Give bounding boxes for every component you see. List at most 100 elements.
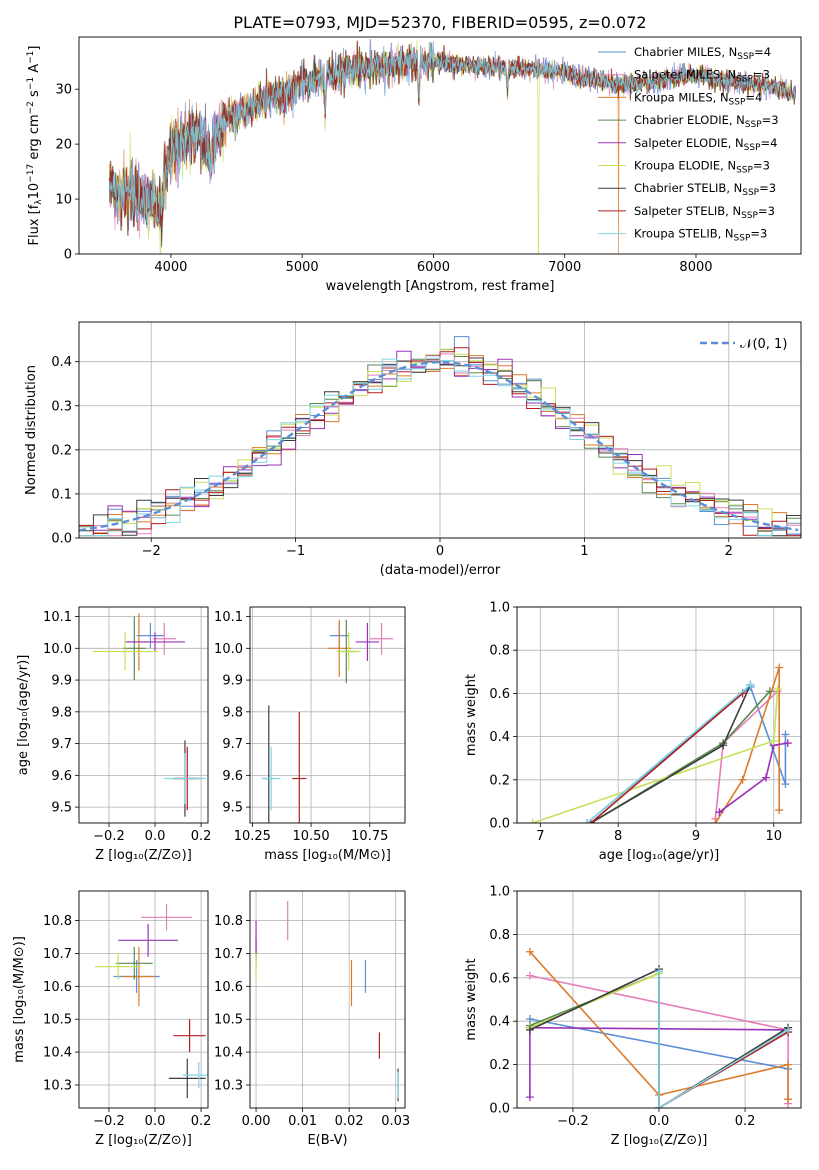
series-kroupa-elodie	[528, 685, 782, 823]
x-axis-label: Z [log₁₀(Z/Z⊙)]	[95, 1133, 192, 1148]
legend-entry-kroupa-miles: Kroupa MILES, NSSP=4	[634, 90, 762, 107]
errorbar-salpeter-miles	[152, 622, 176, 655]
x-axis-label: (data-model)/error	[380, 563, 501, 578]
plot-area	[525, 947, 793, 1108]
point-marker	[781, 730, 790, 739]
errorbar-salpeter-stelib	[292, 711, 307, 823]
point-marker	[775, 806, 784, 815]
x-tick-label: 0.02	[335, 1114, 364, 1129]
point-marker	[525, 1025, 534, 1034]
point-marker	[784, 1095, 793, 1104]
text-part: =3	[758, 204, 775, 218]
y-tick-label: 0.2	[489, 1058, 510, 1073]
errorbar-kroupa-elodie	[336, 632, 361, 671]
y-tick-label: 10.1	[214, 610, 243, 625]
series-line	[586, 684, 751, 823]
text-part: SSP	[729, 97, 746, 107]
y-tick-label: 9.6	[51, 769, 72, 784]
point-marker	[773, 685, 782, 694]
y-axis-label: Normed distribution	[24, 365, 39, 495]
x-tick-label: 0.0	[649, 1114, 670, 1129]
text-part: Flux [f	[27, 204, 42, 245]
x-axis-label: mass [log₁₀(M/M⊙)]	[264, 848, 391, 863]
plot-area	[92, 613, 206, 817]
legend-entry-chabrier-elodie: Chabrier ELODIE, NSSP=3	[634, 113, 779, 130]
axes-frame	[78, 321, 802, 539]
weight-vs-metallicity-panel: −0.2 0.0 0.2 0.0 0.2 0.4 0.6 0.8 1.0 Z [log₁₀(Z/Z…	[464, 885, 802, 1148]
point-marker	[525, 1093, 534, 1102]
ticks: 10.25 10.50 10.75 9.5 9.6 9.7 9.8 9.9 10.0 10.1	[214, 610, 388, 844]
x-tick-label: −0.2	[557, 1114, 589, 1129]
text-part: =3	[759, 181, 776, 195]
x-tick-label: 10.25	[234, 829, 271, 844]
ticks: −0.2 0.0 0.2 0.0 0.2 0.4 0.6 0.8 1.0	[489, 885, 755, 1130]
errorbar-salpeter-stelib	[173, 1019, 206, 1053]
point-marker	[781, 780, 790, 789]
series-kroupa-stelib	[108, 39, 796, 225]
y-tick-label: 10.7	[214, 947, 243, 962]
series-line	[529, 972, 660, 1029]
errorbar-kroupa-stelib	[261, 746, 281, 811]
y-tick-label: 0.1	[51, 487, 72, 502]
y-tick-label: 0.4	[51, 355, 72, 370]
y-axis-label: mass weight	[464, 958, 479, 1040]
text-part: SSP	[741, 211, 758, 221]
errorbar-salpeter-miles	[369, 622, 394, 655]
point-marker	[738, 775, 747, 784]
y-tick-label: 9.9	[51, 674, 72, 689]
legend-entry-kroupa-elodie: Kroupa ELODIE, NSSP=3	[634, 159, 770, 176]
text-part: =3	[753, 159, 770, 173]
axes-frame	[516, 606, 802, 824]
x-tick-label: 0.01	[288, 1114, 317, 1129]
errorbar-kroupa-stelib	[182, 1061, 208, 1089]
errorbar-salpeter-elodie	[125, 632, 185, 652]
y-tick-label: 10.0	[214, 642, 243, 657]
text-part: =4	[754, 45, 771, 59]
y-tick-label: 0.8	[489, 928, 510, 943]
point-marker	[525, 947, 534, 956]
text-part: Chabrier ELODIE, N	[634, 113, 745, 127]
text-part: SSP	[734, 234, 751, 244]
text-part: Salpeter ELODIE, N	[634, 136, 744, 150]
errorbar-salpeter-miles	[141, 904, 192, 931]
grid	[79, 607, 208, 823]
text-part: ]	[27, 46, 42, 51]
y-tick-label: 10.7	[43, 947, 72, 962]
grid	[79, 891, 208, 1108]
legend-entry-chabrier-miles: Chabrier MILES, NSSP=4	[634, 45, 771, 62]
y-tick-label: 0.3	[51, 399, 72, 414]
series-salpeter-elodie	[715, 739, 792, 817]
errorbar-chabrier-miles	[136, 622, 165, 649]
y-tick-label: 10.4	[43, 1046, 72, 1061]
x-tick-label: 4000	[154, 260, 187, 275]
figure-title: PLATE=0793, MJD=52370, FIBERID=0595, z=0…	[233, 13, 646, 32]
y-axis-label: age [log₁₀(age/yr)]	[16, 655, 31, 776]
x-tick-label: 0.0	[145, 1114, 166, 1129]
text-part: erg cm	[27, 114, 42, 163]
point-marker	[784, 1025, 793, 1034]
ticks: 4000 5000 6000 7000 8000 0 10 20 30	[55, 83, 712, 275]
series-line	[714, 667, 780, 823]
point-marker	[655, 967, 663, 976]
y-tick-label: 0.4	[489, 1015, 510, 1030]
residuals-panel: −2 −1 0 1 2 0.0 0.1 0.2 0.3 0.4 (data-model)/error…	[24, 321, 802, 578]
legend-entry-salpeter-elodie: Salpeter ELODIE, NSSP=4	[634, 136, 777, 153]
x-axis-label: Z [log₁₀(Z/Z⊙)]	[611, 1133, 708, 1148]
y-tick-label: 10.5	[214, 1013, 243, 1028]
text-part: =3	[762, 113, 779, 127]
y-tick-label: 30	[55, 83, 72, 98]
y-tick-label: 0.4	[489, 730, 510, 745]
x-tick-label: 0.03	[381, 1114, 410, 1129]
point-marker	[783, 739, 792, 748]
x-tick-label: 10.75	[351, 829, 388, 844]
series-line	[590, 692, 744, 823]
errorbar-salpeter-elodie	[118, 923, 179, 957]
text-part: SSP	[737, 52, 754, 62]
x-tick-label: 10.50	[292, 829, 329, 844]
y-axis-label: Flux [fλ10−17 erg cm−2 s−1 A−1]	[26, 46, 44, 246]
point-marker	[746, 680, 755, 689]
x-tick-label: −0.2	[93, 1114, 125, 1129]
x-tick-label: −1	[286, 544, 305, 559]
text-part: Kroupa MILES, N	[634, 90, 729, 104]
plot-area	[108, 39, 796, 254]
